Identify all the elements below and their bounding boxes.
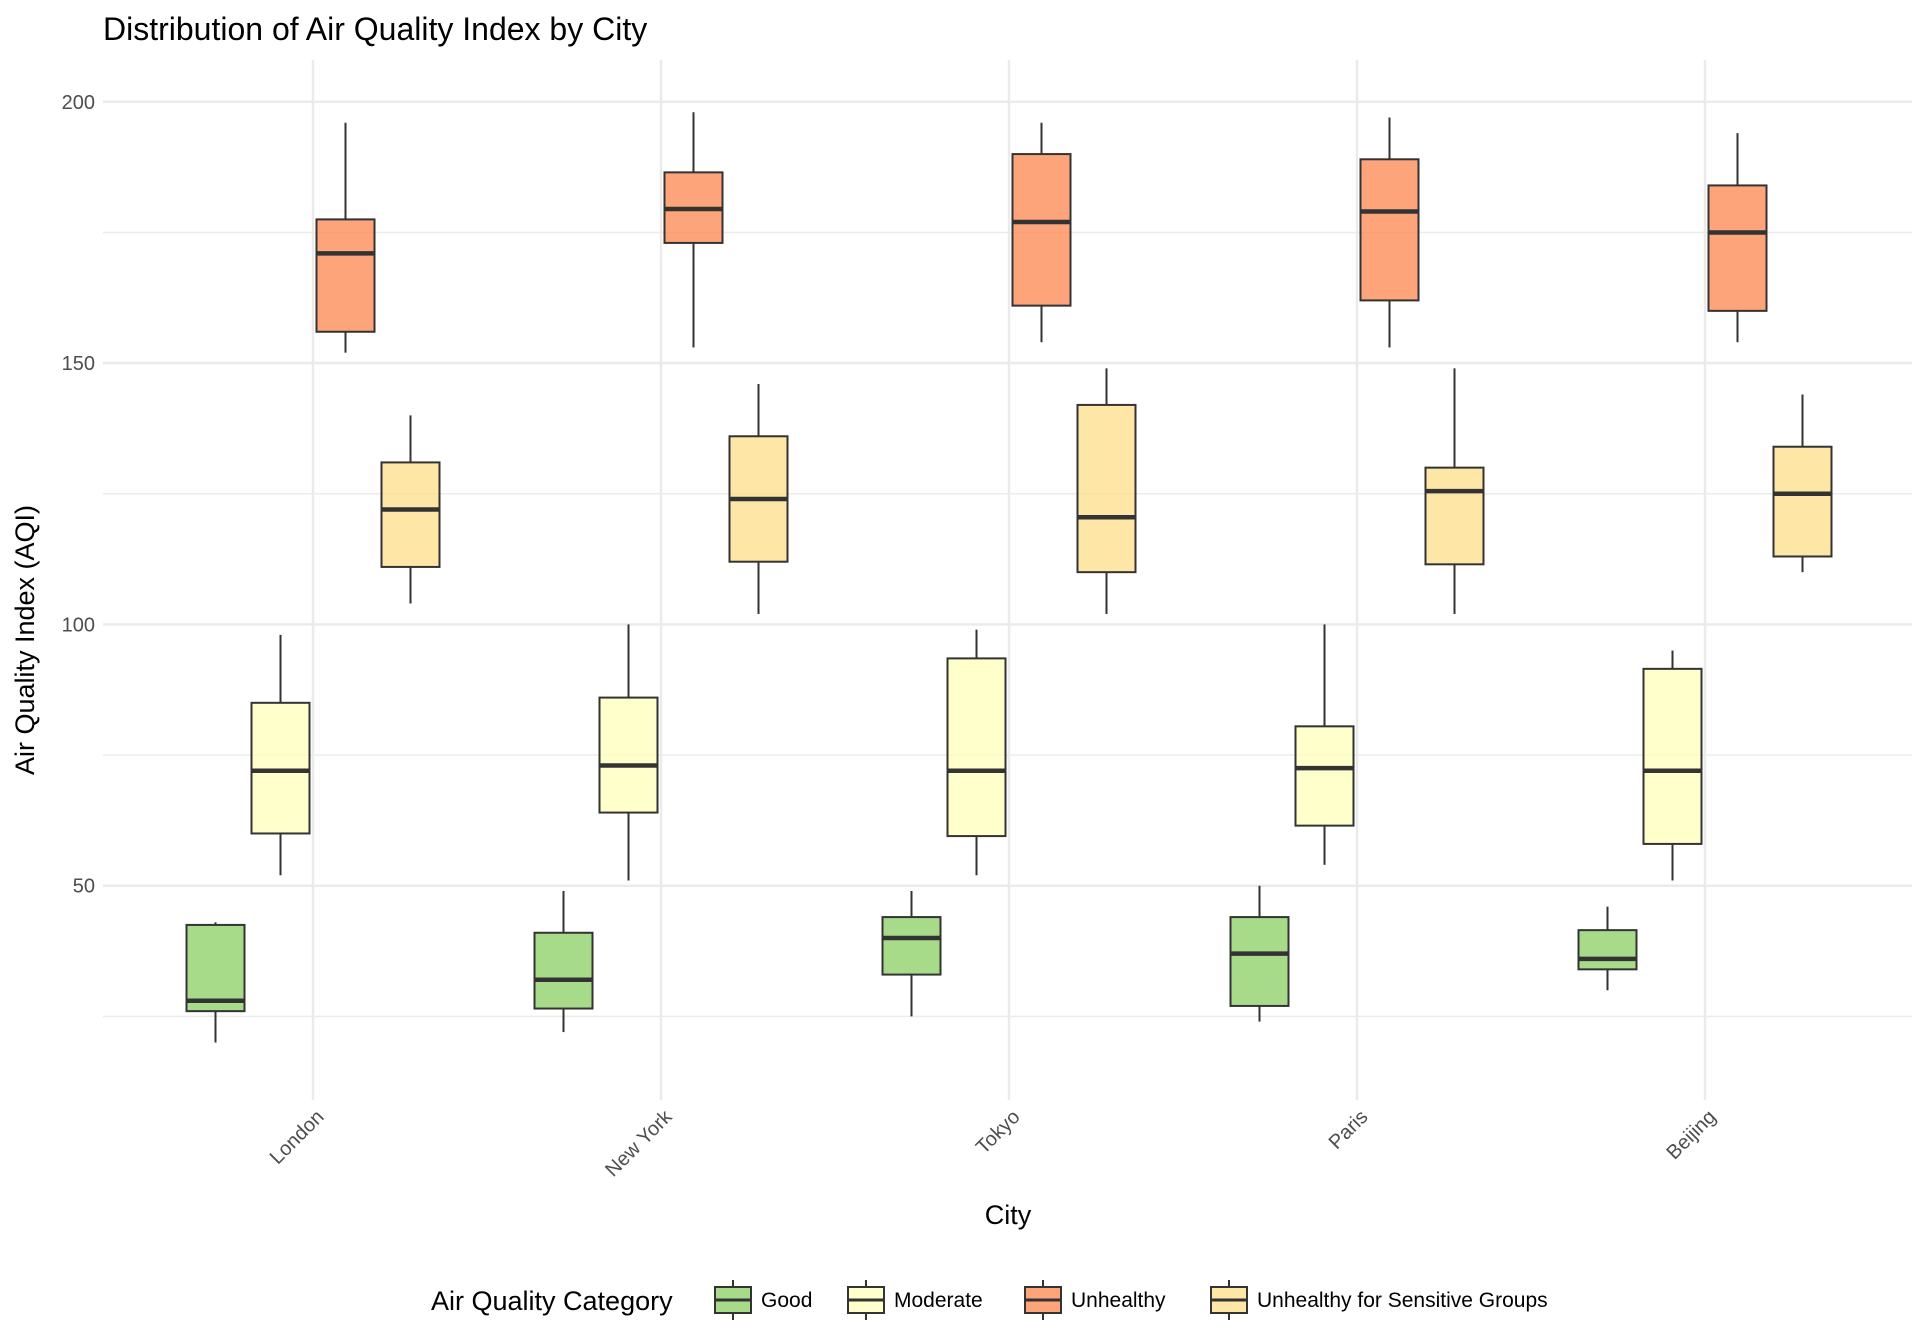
y-tick-label: 50 <box>73 876 95 898</box>
box-mark <box>1359 117 1420 348</box>
legend-label: Good <box>761 1289 812 1312</box>
box-iqr <box>533 931 594 1010</box>
box-mark <box>1707 133 1768 343</box>
legend-label: Moderate <box>894 1289 983 1312</box>
series-good <box>185 885 1638 1043</box>
x-tick-label: New York <box>601 1105 677 1181</box>
box-mark <box>380 415 441 604</box>
box-mark <box>315 122 376 353</box>
box-iqr <box>250 701 311 835</box>
legend-label: Unhealthy for Sensitive Groups <box>1257 1289 1548 1312</box>
box-mark <box>728 384 789 614</box>
box-mark <box>1076 368 1137 614</box>
box-iqr <box>315 218 376 333</box>
series-unhealthy-for-sensitive-groups <box>380 368 1833 614</box>
legend: Air Quality Category Good Moderate Unhealt… <box>431 1280 1548 1320</box>
box-iqr <box>1359 158 1420 302</box>
y-tick-label: 100 <box>62 614 95 636</box>
box-iqr <box>1424 466 1485 566</box>
y-tick-label: 150 <box>62 353 95 375</box>
x-tick-label: Paris <box>1325 1106 1373 1154</box>
box-iqr <box>1577 929 1638 971</box>
box-iqr <box>1011 153 1072 307</box>
legend-item-good: Good <box>714 1280 812 1320</box>
legend-title: Air Quality Category <box>431 1286 673 1316</box>
box-iqr <box>185 923 246 1013</box>
y-axis-title: Air Quality Index (AQI) <box>10 505 40 775</box>
x-tick-label: Tokyo <box>972 1106 1025 1159</box>
box-mark <box>1294 624 1355 865</box>
legend-label: Unhealthy <box>1071 1289 1166 1312</box>
legend-item-unhealthy: Unhealthy <box>1024 1280 1166 1320</box>
x-axis-title: City <box>985 1200 1032 1230</box>
box-mark <box>598 624 659 881</box>
box-iqr <box>1772 445 1833 558</box>
series-moderate <box>250 624 1703 881</box>
grid-layer <box>103 60 1912 1100</box>
box-mark <box>663 112 724 348</box>
box-mark <box>1011 122 1072 343</box>
y-tick-label: 200 <box>62 92 95 114</box>
boxes-layer <box>185 112 1833 1043</box>
box-iqr <box>1229 916 1290 1007</box>
box-mark <box>881 890 942 1017</box>
x-tick-labels: London New York Tokyo Paris Beijing <box>266 1105 1721 1181</box>
box-mark <box>533 890 594 1033</box>
box-iqr <box>946 657 1007 838</box>
series-unhealthy <box>315 112 1768 353</box>
legend-items: Good Moderate Unhealthy Unhealthy for Sensi… <box>714 1280 1548 1320</box>
box-iqr <box>1076 403 1137 574</box>
box-iqr <box>598 696 659 814</box>
box-iqr <box>1294 725 1355 827</box>
box-mark <box>185 922 246 1043</box>
x-tick-label: Beijing <box>1663 1106 1721 1164</box>
y-tick-labels: 50 100 150 200 <box>62 92 95 898</box>
box-mark <box>1229 885 1290 1022</box>
box-iqr <box>1707 184 1768 312</box>
box-mark <box>250 634 311 876</box>
box-iqr <box>1642 667 1703 845</box>
box-mark <box>1642 650 1703 881</box>
box-iqr <box>380 461 441 568</box>
chart-title: Distribution of Air Quality Index by Cit… <box>103 11 647 47</box>
legend-item-unhealthy-for-sensitive-groups: Unhealthy for Sensitive Groups <box>1210 1280 1548 1320</box>
box-mark <box>1424 368 1485 614</box>
box-mark <box>946 629 1007 876</box>
box-iqr <box>881 916 942 976</box>
legend-item-moderate: Moderate <box>847 1280 983 1320</box>
x-tick-label: London <box>266 1106 329 1169</box>
box-mark <box>1772 394 1833 573</box>
box-mark <box>1577 906 1638 991</box>
